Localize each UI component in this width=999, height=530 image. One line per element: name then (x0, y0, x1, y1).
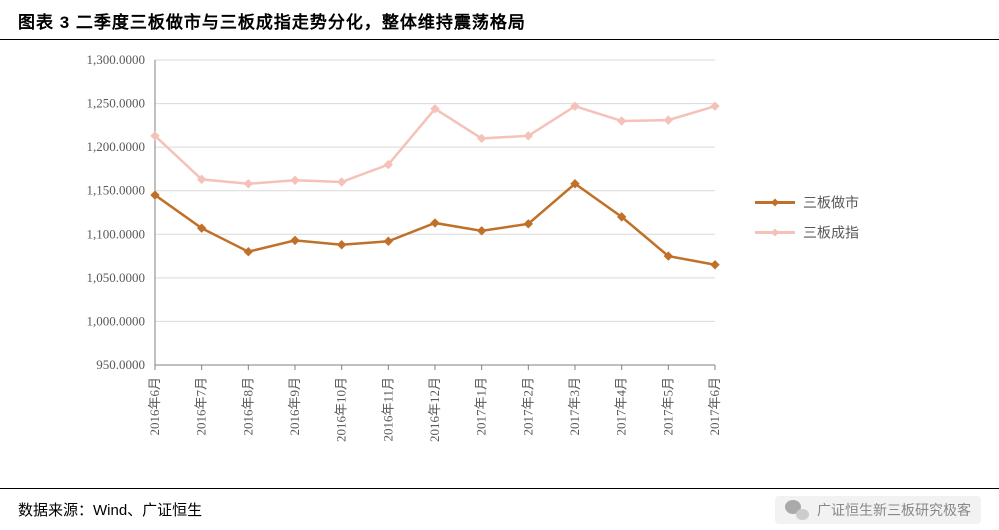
y-tick-label: 1,200.0000 (87, 139, 146, 154)
legend-marker (771, 199, 779, 207)
y-tick-label: 1,250.0000 (87, 96, 146, 111)
x-tick-label: 2016年11月 (380, 377, 395, 442)
x-tick-label: 2016年10月 (334, 377, 349, 442)
x-tick-label: 2017年4月 (614, 377, 629, 436)
x-tick-label: 2016年8月 (240, 377, 255, 436)
x-tick-label: 2017年3月 (567, 377, 582, 436)
wechat-icon (785, 500, 809, 520)
series-marker (244, 180, 252, 188)
chart-title: 图表 3 二季度三板做市与三板成指走势分化，整体维持震荡格局 (0, 0, 999, 40)
x-tick-label: 2016年6月 (147, 377, 162, 436)
series-marker (338, 241, 346, 249)
footer: 数据来源：Wind、广证恒生 广证恒生新三板研究极客 (0, 488, 999, 530)
wechat-name: 广证恒生新三板研究极客 (817, 500, 971, 520)
series-marker (291, 236, 299, 244)
wechat-badge: 广证恒生新三板研究极客 (775, 496, 981, 524)
y-tick-label: 1,050.0000 (87, 270, 146, 285)
y-tick-label: 1,000.0000 (87, 313, 146, 328)
series-marker (478, 227, 486, 235)
x-tick-label: 2017年5月 (660, 377, 675, 436)
x-tick-label: 2016年12月 (427, 377, 442, 442)
x-tick-label: 2016年9月 (287, 377, 302, 436)
x-tick-label: 2017年2月 (520, 377, 535, 436)
y-tick-label: 1,300.0000 (87, 52, 146, 67)
series-marker (431, 219, 439, 227)
y-tick-label: 950.0000 (96, 357, 145, 372)
source-text: 数据来源：Wind、广证恒生 (18, 499, 202, 520)
y-tick-label: 1,100.0000 (87, 226, 146, 241)
legend-label: 三板做市 (803, 195, 859, 212)
x-tick-label: 2016年7月 (194, 377, 209, 436)
series-line (155, 106, 715, 184)
series-marker (338, 178, 346, 186)
x-tick-label: 2017年1月 (474, 377, 489, 436)
series-marker (618, 117, 626, 125)
legend-label: 三板成指 (803, 226, 859, 242)
chart-svg: 950.0000 1,000.0000 1,050.0000 1,100.0000 1,… (0, 40, 999, 480)
x-tick-label: 2017年6月 (707, 377, 722, 436)
series-marker (664, 116, 672, 124)
series-marker (291, 176, 299, 184)
series-marker (711, 261, 719, 269)
chart-area: 950.0000 1,000.0000 1,050.0000 1,100.0000 1,… (0, 40, 999, 480)
series-marker (384, 237, 392, 245)
y-tick-label: 1,150.0000 (87, 183, 146, 198)
legend-marker (771, 229, 779, 237)
